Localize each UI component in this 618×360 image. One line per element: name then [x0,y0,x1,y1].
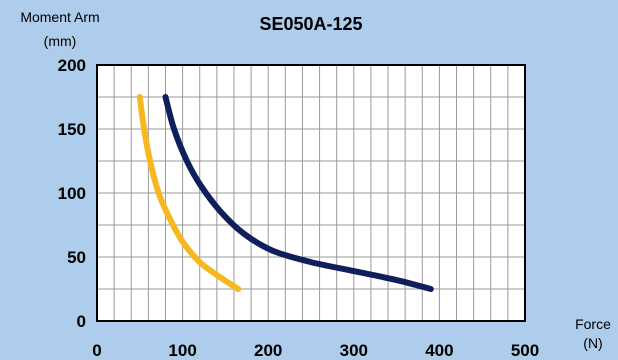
y-tick-label: 200 [58,56,86,75]
series-line-1 [136,94,242,292]
y-tick-label: 0 [77,312,86,331]
x-tick-label: 400 [425,341,453,360]
grid-lines [97,65,525,321]
x-tick-label: 300 [340,341,368,360]
x-axis-title-line1: Force [575,316,611,332]
x-tick-label: 200 [254,341,282,360]
plot-frame [96,64,526,322]
x-axis-title-line2: (N) [583,335,602,351]
x-tick-label: 100 [168,341,196,360]
series-group [136,94,434,292]
x-tick-label: 500 [511,341,539,360]
x-tick-label: 0 [92,341,101,360]
y-tick-label: 50 [67,248,86,267]
y-tick-label: 150 [58,120,86,139]
y-axis-title-line1: Moment Arm [20,9,99,25]
chart-title: SE050A-125 [259,14,362,34]
y-tick-label: 100 [58,184,86,203]
tick-labels: 0 100 200 300 400 500 0 50 100 150 200 [58,56,540,360]
series-line-2 [162,94,434,292]
y-axis-title-line2: (mm) [44,33,77,49]
